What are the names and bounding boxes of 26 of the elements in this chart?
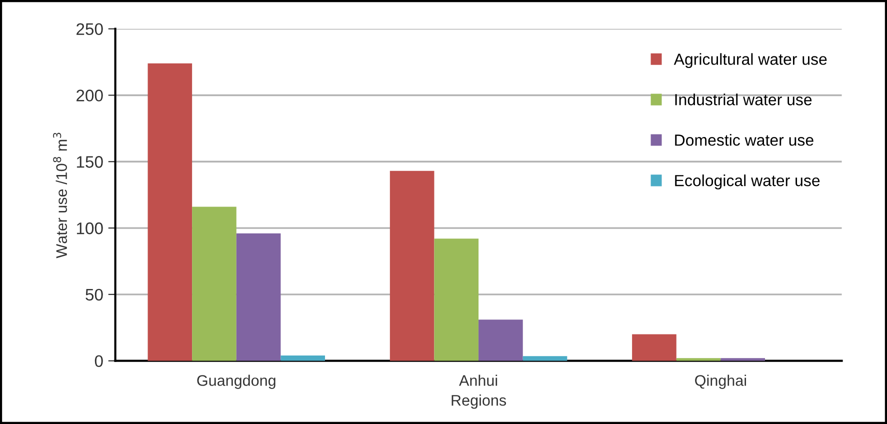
legend-label: Agricultural water use — [674, 53, 827, 68]
bar — [192, 206, 236, 361]
bar — [280, 356, 326, 361]
bar — [478, 320, 523, 361]
y-tick-label: 100 — [76, 222, 103, 234]
x-axis-title: Regions — [452, 394, 506, 409]
x-tick-label: Anhui — [459, 374, 498, 386]
legend-label: Domestic water use — [675, 134, 814, 146]
y-tick-label: 150 — [76, 156, 103, 168]
bar — [632, 334, 676, 361]
bar — [720, 358, 765, 361]
y-tick-label: 50 — [86, 288, 103, 301]
x-tick-label: Guangdong — [197, 374, 276, 389]
y-tick-label: 200 — [76, 90, 103, 102]
bar — [148, 63, 192, 361]
legend-label: Industrial water use — [675, 94, 812, 106]
legend-label: Ecological water use — [675, 174, 820, 190]
bar — [390, 170, 434, 361]
bar — [236, 233, 281, 361]
y-axis-title: Water use /10$^{8}$ m$^{3}$ — [53, 132, 68, 258]
y-tick-label: 0 — [94, 355, 103, 368]
bar — [522, 356, 568, 361]
x-tick-label: Qinghai — [695, 374, 746, 389]
y-tick-label: 250 — [76, 23, 103, 36]
bar — [434, 238, 479, 361]
bar — [676, 358, 721, 361]
